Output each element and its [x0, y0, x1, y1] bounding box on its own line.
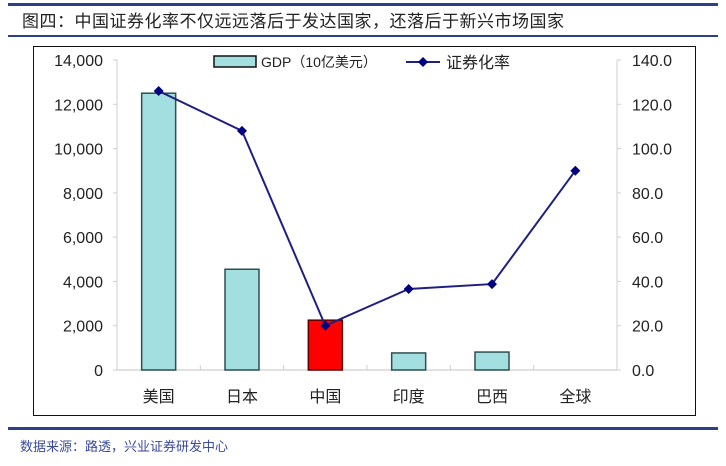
right-tick-label: 20.0	[632, 319, 663, 336]
left-tick-label: 10,000	[54, 142, 103, 159]
right-tick-label: 60.0	[632, 230, 663, 247]
left-tick-label: 14,000	[54, 53, 103, 70]
legend-bar-swatch	[213, 55, 257, 68]
left-tick-label: 8,000	[63, 186, 103, 203]
category-label: 全球	[559, 388, 591, 406]
ratio-marker-0	[153, 86, 164, 96]
bottom-rule	[8, 427, 718, 430]
right-tick-label: 0.0	[632, 363, 654, 380]
ratio-marker-5	[570, 165, 581, 176]
gdp-bar-0	[140, 92, 177, 371]
gdp-bar-1	[224, 268, 260, 371]
left-tick-label: 4,000	[63, 274, 103, 291]
gdp-bar-4	[474, 351, 510, 371]
category-label: 中国	[309, 388, 341, 406]
legend-marker-swatch	[418, 57, 428, 67]
right-tick-label: 80.0	[632, 186, 663, 203]
right-tick-label: 120.0	[632, 97, 672, 114]
category-label: 巴西	[476, 389, 508, 406]
chart-frame	[33, 46, 696, 416]
data-source: 数据来源：路透，兴业证券研发中心	[20, 440, 229, 455]
left-tick-label: 6,000	[63, 230, 103, 247]
ratio-line	[158, 90, 577, 328]
left-tick-label: 0	[94, 363, 103, 380]
ratio-marker-1	[237, 125, 247, 136]
left-tick-label: 12,000	[54, 97, 103, 114]
right-tick-label: 40.0	[632, 274, 663, 291]
top-rule	[8, 3, 718, 6]
left-tick-label: 2,000	[63, 319, 103, 336]
category-label: 美国	[143, 388, 175, 406]
legend-ratio-label: 证券化率	[446, 54, 510, 72]
ratio-marker-3	[403, 283, 414, 294]
right-tick-label: 100.0	[632, 142, 672, 159]
ratio-marker-2	[320, 320, 331, 331]
category-label: 日本	[226, 388, 258, 406]
title-underline	[8, 35, 718, 37]
figure-title: 图四：中国证券化率不仅远远落后于发达国家，还落后于新兴市场国家	[22, 12, 565, 32]
ratio-marker-4	[487, 279, 497, 290]
gdp-bar-3	[390, 352, 427, 371]
right-tick-label: 140.0	[632, 53, 672, 70]
category-label: 印度	[393, 388, 425, 406]
legend-gdp-label: GDP（10亿美元）	[261, 54, 377, 70]
